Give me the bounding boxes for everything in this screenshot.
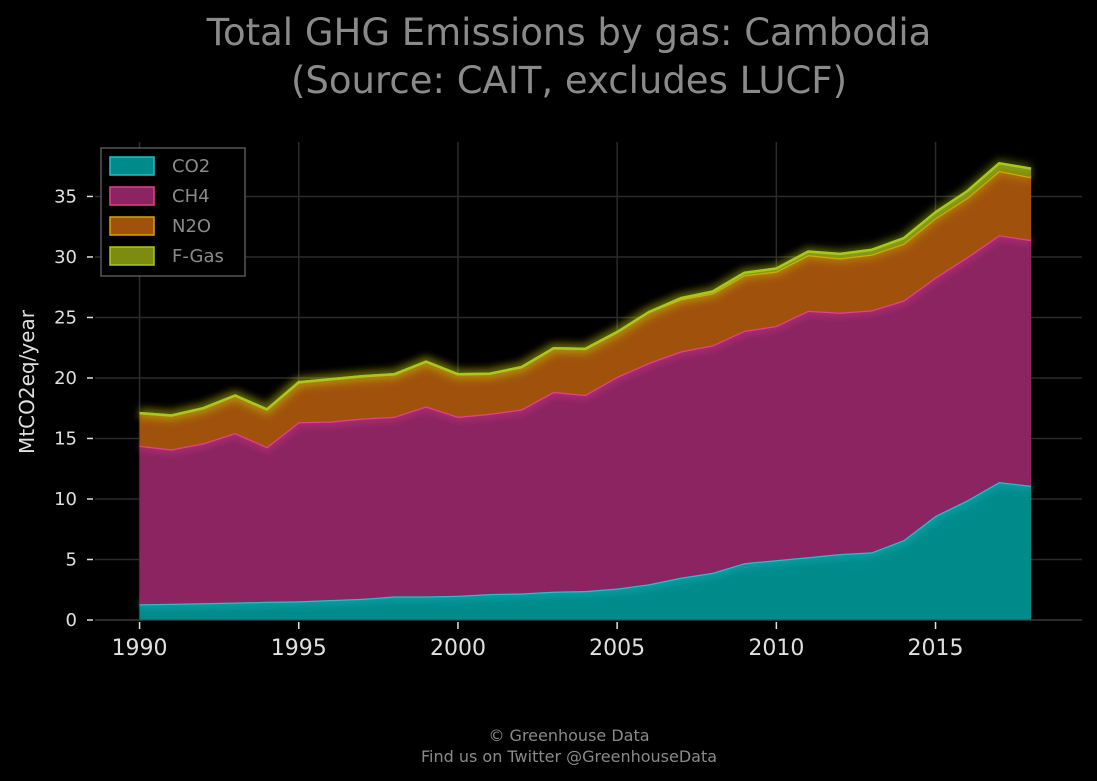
legend-swatch-f-gas [109,246,155,266]
x-tick-label: 1990 [112,636,168,661]
axes: 0 5 10 15 20 25 30 35 1990 1995 2000 2005 2010 2015 [54,186,1082,661]
x-tick-label: 2005 [589,636,645,661]
y-tick-label: 5 [66,549,77,570]
x-tick-label: 2010 [748,636,804,661]
area-co2 [139,482,1032,620]
legend-label-co2: CO2 [172,156,210,177]
legend: CO2 CH4 N2O F-Gas [100,147,246,277]
y-tick-label: 20 [54,368,77,389]
chart-title: Total GHG Emissions by gas: Cambodia [206,11,932,54]
stacked-areas [139,158,1032,620]
y-tick-label: 25 [54,307,77,328]
y-tick-label: 15 [54,428,77,449]
y-tick-label: 0 [66,610,77,631]
y-tick-label: 35 [54,186,77,207]
legend-label-n2o: N2O [172,216,211,237]
area-ch4 [139,235,1032,605]
legend-swatch-n2o [109,216,155,236]
footer-twitter: Find us on Twitter @GreenhouseData [421,747,717,766]
legend-label-f-gas: F-Gas [172,246,224,267]
footer-copyright: © Greenhouse Data [488,726,649,745]
y-axis-label: MtCO2eq/year [15,309,39,454]
chart-subtitle: (Source: CAIT, excludes LUCF) [291,59,847,102]
legend-swatch-ch4 [109,186,155,206]
line-f-gas [139,161,1032,417]
y-tick-label: 10 [54,489,77,510]
x-tick-label: 2000 [430,636,486,661]
legend-label-ch4: CH4 [172,186,210,207]
y-tick-label: 30 [54,247,77,268]
x-tick-label: 2015 [908,636,964,661]
legend-swatch-co2 [109,156,155,176]
x-tick-label: 1995 [271,636,327,661]
